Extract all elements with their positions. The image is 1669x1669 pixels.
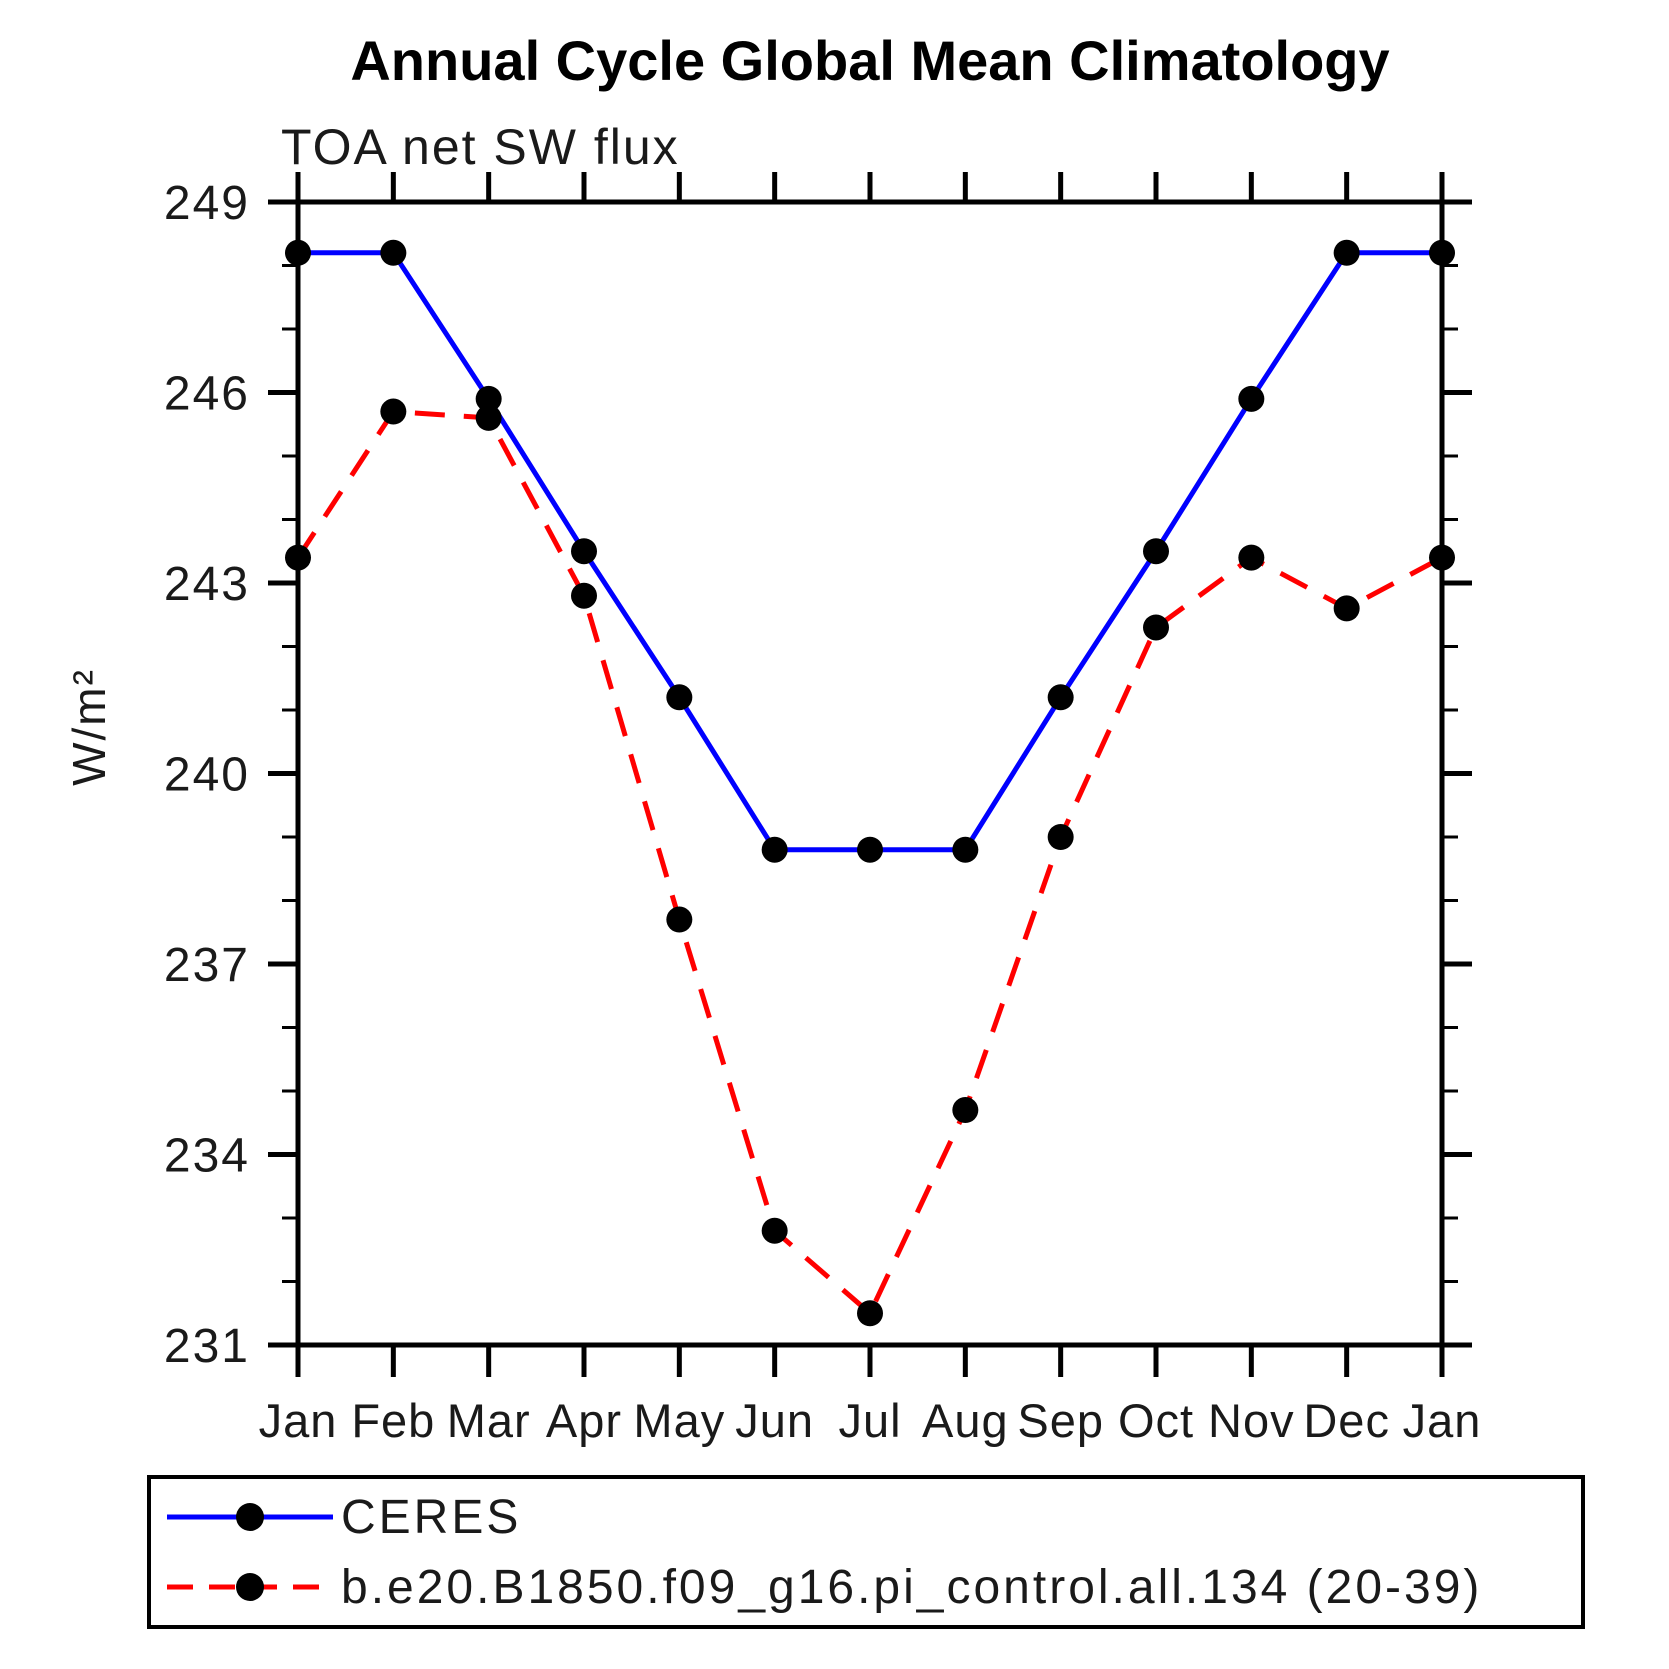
data-point-marker (761, 836, 788, 863)
data-point-marker (1047, 824, 1074, 850)
x-tick-label: Mar (447, 1394, 531, 1447)
series-line-0 (298, 250, 1442, 853)
x-axis-ticks (295, 172, 1445, 1377)
data-point-marker (1143, 614, 1169, 641)
x-tick-label: Oct (1118, 1394, 1194, 1447)
x-axis-tick-labels: Jan Feb Mar Apr May Jun Jul Aug Sep Oct Nov Dec Jan (259, 1394, 1482, 1447)
data-point-marker (1238, 544, 1265, 571)
y-tick-label: 249 (164, 177, 250, 230)
x-tick-label: May (633, 1394, 725, 1447)
data-point-marker (475, 385, 502, 412)
y-axis-tick-labels: 231 234 237 240 243 246 249 (164, 177, 250, 1373)
data-point-markers (285, 239, 1455, 1327)
data-point-marker (571, 538, 597, 565)
data-point-marker (380, 398, 407, 425)
data-point-marker (666, 684, 693, 711)
legend-sample-marker (236, 1503, 264, 1531)
x-tick-label: Sep (1017, 1394, 1104, 1447)
data-point-marker (666, 906, 693, 933)
chart-title: Annual Cycle Global Mean Climatology (350, 29, 1390, 92)
y-axis-title: W/m² (63, 668, 115, 786)
legend-line-sample-icon (167, 1503, 333, 1531)
x-tick-label: Apr (546, 1394, 622, 1447)
data-point-marker (380, 239, 407, 266)
y-tick-label: 231 (164, 1320, 250, 1373)
data-point-marker (857, 836, 883, 863)
data-point-marker (1429, 239, 1455, 266)
y-tick-label: 234 (164, 1130, 250, 1183)
y-axis-ticks (268, 199, 1472, 1348)
data-point-marker (285, 239, 311, 266)
legend-line-sample-icon (167, 1573, 333, 1601)
x-tick-label: Jan (259, 1394, 338, 1447)
y-tick-label: 246 (164, 368, 250, 421)
data-point-marker (571, 582, 597, 609)
legend-row-ceres: CERES (165, 1484, 1581, 1550)
data-point-marker (857, 1300, 883, 1327)
data-point-marker (1333, 239, 1360, 266)
data-point-marker (952, 836, 979, 863)
data-point-marker (1429, 544, 1455, 571)
x-tick-label: Aug (922, 1394, 1009, 1447)
x-tick-label: Jun (735, 1394, 814, 1447)
x-tick-label: Feb (351, 1394, 435, 1447)
y-tick-label: 243 (164, 558, 250, 611)
y-tick-label: 237 (164, 939, 250, 992)
data-point-marker (1238, 385, 1265, 412)
data-point-marker (1143, 538, 1169, 565)
x-tick-label: Dec (1303, 1394, 1390, 1447)
x-tick-label: Jan (1403, 1394, 1482, 1447)
legend-row-model: b.e20.B1850.f09_g16.pi_control.all.134 (… (165, 1554, 1581, 1620)
legend-label-model: b.e20.B1850.f09_g16.pi_control.all.134 (… (341, 1560, 1483, 1614)
data-point-marker (761, 1217, 788, 1244)
data-point-marker (1333, 595, 1360, 622)
legend-sample-marker (236, 1573, 264, 1601)
data-point-marker (475, 404, 502, 431)
data-point-marker (952, 1097, 979, 1124)
chart-subtitle: TOA net SW flux (281, 119, 680, 175)
data-point-marker (285, 544, 311, 571)
legend-label-ceres: CERES (341, 1490, 522, 1544)
x-tick-label: Nov (1208, 1394, 1295, 1447)
data-point-marker (1047, 684, 1074, 711)
x-tick-label: Jul (838, 1394, 901, 1447)
y-tick-label: 240 (164, 749, 250, 802)
legend: CERES b.e20.B1850.f09_g16.pi_control.all… (147, 1475, 1585, 1629)
